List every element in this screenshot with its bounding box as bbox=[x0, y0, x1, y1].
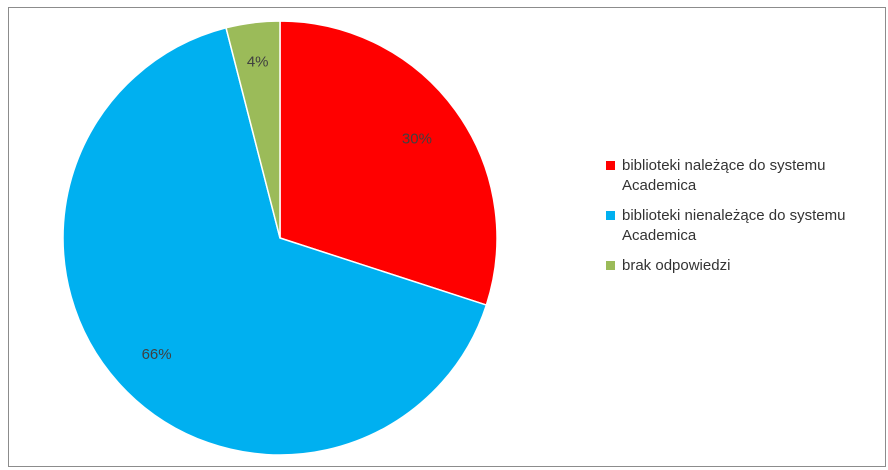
pie-slice-academica bbox=[279, 20, 498, 307]
data-label-non-academica: 66% bbox=[142, 346, 172, 363]
legend-swatch-academica bbox=[606, 161, 615, 170]
legend-item-no-answer: brak odpowiedzi bbox=[606, 256, 885, 276]
data-label-no-answer: 4% bbox=[247, 53, 269, 70]
pie-slice-non-academica bbox=[62, 26, 488, 456]
legend-item-academica: biblioteki należące do systemu Academica bbox=[606, 156, 885, 196]
pie-labels: 30% 66% 4% bbox=[142, 53, 432, 362]
legend-label-no-answer: brak odpowiedzi bbox=[622, 257, 731, 274]
chart-area: 30% 66% 4% biblioteki należące do systemu … bbox=[8, 7, 886, 467]
legend-label-non-academica: biblioteki nienależące do systemu Academ… bbox=[622, 207, 846, 244]
pie-slice-no-answer bbox=[225, 20, 281, 239]
legend-label-academica: biblioteki należące do systemu Academica bbox=[622, 157, 826, 194]
legend: biblioteki należące do systemu Academica… bbox=[606, 156, 885, 286]
pie-slices bbox=[62, 20, 498, 456]
legend-item-non-academica: biblioteki nienależące do systemu Academ… bbox=[606, 206, 885, 246]
legend-swatch-non-academica bbox=[606, 211, 615, 220]
data-label-academica: 30% bbox=[402, 131, 432, 148]
pie-chart: 30% 66% 4% bbox=[62, 20, 498, 456]
legend-swatch-no-answer bbox=[606, 261, 615, 270]
